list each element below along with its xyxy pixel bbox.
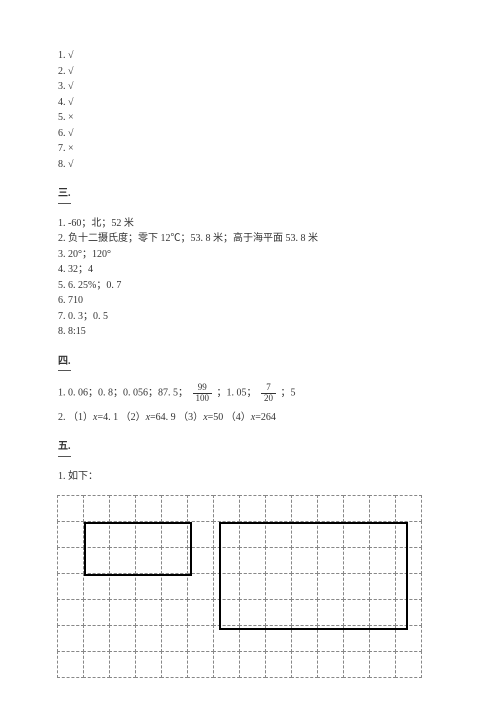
s4-l1-p2: ；1. 05； bbox=[217, 388, 257, 399]
section-4-line-1: 1. 0. 06；0. 8；0. 056；87. 5； 99 100 ；1. 0… bbox=[58, 383, 442, 404]
frac-den: 100 bbox=[193, 394, 213, 404]
grid-cell bbox=[57, 625, 84, 652]
grid-cell bbox=[135, 495, 162, 522]
grid-cell bbox=[239, 495, 266, 522]
grid-cell bbox=[109, 651, 136, 678]
grid-cell bbox=[395, 651, 422, 678]
grid-cell bbox=[265, 651, 292, 678]
grid-cell bbox=[187, 625, 214, 652]
grid-cell bbox=[395, 495, 422, 522]
list-item: 2. √ bbox=[58, 64, 442, 80]
list-item: 1. √ bbox=[58, 48, 442, 64]
grid-cell bbox=[213, 651, 240, 678]
list-item: 7. × bbox=[58, 141, 442, 157]
section-4-content: 1. 0. 06；0. 8；0. 056；87. 5； 99 100 ；1. 0… bbox=[58, 383, 442, 425]
section-3-heading: 三. bbox=[58, 186, 71, 204]
frac-den: 20 bbox=[261, 394, 276, 404]
list-item: 6. 710 bbox=[58, 293, 442, 309]
list-item: 5. × bbox=[58, 110, 442, 126]
grid-cell bbox=[161, 599, 188, 626]
grid-cell bbox=[213, 495, 240, 522]
list-item: 2. 负十二摄氏度；零下 12℃；53. 8 米；高于海平面 53. 8 米 bbox=[58, 231, 442, 247]
grid-cell bbox=[161, 495, 188, 522]
grid-cell bbox=[135, 651, 162, 678]
s4-l1-p1: 1. 0. 06；0. 8；0. 056；87. 5； bbox=[58, 388, 188, 399]
grid-cell bbox=[187, 495, 214, 522]
section-4-line-2: 2. （1）x=4. 1 （2）x=64. 9 （3）x=50 （4）x=264 bbox=[58, 410, 442, 426]
grid-cell bbox=[187, 651, 214, 678]
grid-diagram bbox=[58, 496, 436, 685]
list-item: 1. -60；北；52 米 bbox=[58, 216, 442, 232]
grid-cell bbox=[369, 495, 396, 522]
grid-cell bbox=[83, 599, 110, 626]
list-item: 4. 32；4 bbox=[58, 262, 442, 278]
grid-cell bbox=[83, 625, 110, 652]
grid-cell bbox=[265, 495, 292, 522]
grid-cell bbox=[57, 547, 84, 574]
grid-cell bbox=[161, 651, 188, 678]
grid-cell bbox=[161, 573, 188, 600]
grid-cell bbox=[239, 651, 266, 678]
grid-cell bbox=[57, 599, 84, 626]
grid-cell bbox=[57, 521, 84, 548]
grid-cell bbox=[187, 599, 214, 626]
section-5-heading: 五. bbox=[58, 439, 71, 457]
fraction-99-100: 99 100 bbox=[193, 383, 213, 404]
section-5-content: 1. 如下： bbox=[58, 469, 442, 485]
grid-cell bbox=[187, 573, 214, 600]
list-item: 8. √ bbox=[58, 157, 442, 173]
grid-cell bbox=[291, 495, 318, 522]
section-5-line-1: 1. 如下： bbox=[58, 469, 442, 485]
section-1-list: 1. √2. √3. √4. √5. ×6. √7. ×8. √ bbox=[58, 48, 442, 172]
grid-cell bbox=[135, 625, 162, 652]
grid-cell bbox=[135, 573, 162, 600]
list-item: 6. √ bbox=[58, 126, 442, 142]
section-4-heading: 四. bbox=[58, 354, 71, 372]
section-3-list: 1. -60；北；52 米2. 负十二摄氏度；零下 12℃；53. 8 米；高于… bbox=[58, 216, 442, 340]
grid-cell bbox=[109, 573, 136, 600]
list-item: 4. √ bbox=[58, 95, 442, 111]
grid-cell bbox=[83, 495, 110, 522]
grid-cell bbox=[109, 495, 136, 522]
rectangle-2 bbox=[219, 522, 408, 630]
list-item: 8. 8:15 bbox=[58, 324, 442, 340]
grid-cell bbox=[83, 573, 110, 600]
grid-cell bbox=[109, 625, 136, 652]
grid-cell bbox=[343, 495, 370, 522]
grid-cell bbox=[291, 651, 318, 678]
list-item: 3. √ bbox=[58, 79, 442, 95]
grid-cell bbox=[343, 651, 370, 678]
grid-cell bbox=[57, 651, 84, 678]
grid-cell bbox=[135, 599, 162, 626]
grid-cell bbox=[83, 651, 110, 678]
grid-cell bbox=[317, 651, 344, 678]
s4-l2-text: 2. （1）x=4. 1 （2）x=64. 9 （3）x=50 （4）x=264 bbox=[58, 412, 276, 423]
grid-cell bbox=[161, 625, 188, 652]
fraction-7-20: 7 20 bbox=[261, 383, 276, 404]
s4-l1-p3: ；5 bbox=[281, 388, 296, 399]
grid-cell bbox=[317, 495, 344, 522]
list-item: 5. 6. 25%；0. 7 bbox=[58, 278, 442, 294]
grid-cell bbox=[57, 495, 84, 522]
grid-cell bbox=[57, 573, 84, 600]
grid-cell bbox=[369, 651, 396, 678]
rectangle-1 bbox=[84, 522, 192, 576]
list-item: 7. 0. 3；0. 5 bbox=[58, 309, 442, 325]
list-item: 3. 20°；120° bbox=[58, 247, 442, 263]
grid-cell bbox=[109, 599, 136, 626]
